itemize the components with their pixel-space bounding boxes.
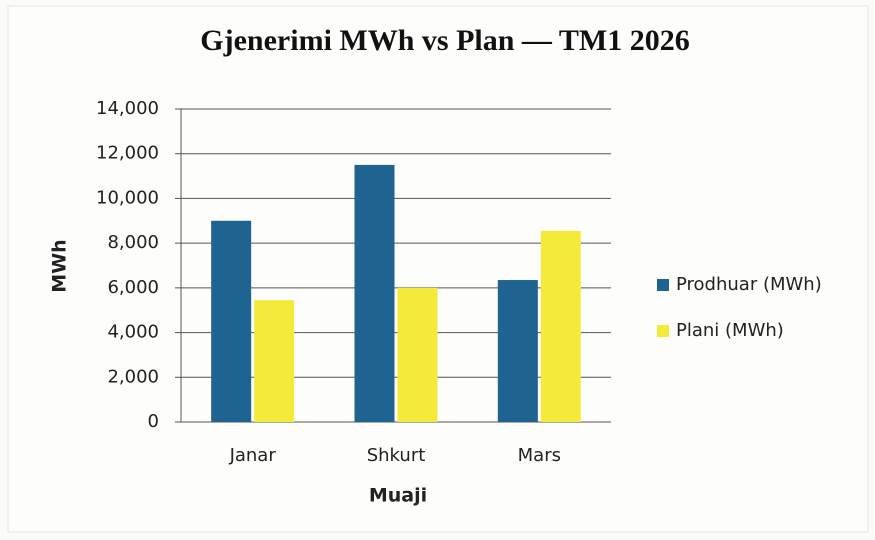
bar	[354, 164, 395, 422]
legend-label: Prodhuar (MWh)	[676, 274, 822, 295]
x-tick-label: Janar	[229, 445, 277, 466]
bar	[497, 280, 538, 422]
y-tick-label: 6,000	[107, 277, 159, 298]
y-tick-label: 14,000	[96, 98, 159, 119]
y-axis-title: MWh	[49, 239, 71, 292]
bar	[211, 220, 252, 422]
y-tick-label: 8,000	[107, 232, 159, 253]
y-tick-label: 2,000	[107, 366, 159, 387]
chart-title: Gjenerimi MWh vs Plan — TM1 2026	[200, 24, 689, 57]
y-tick-label: 0	[148, 411, 159, 432]
x-tick-label: Mars	[518, 445, 561, 466]
chart-frame	[7, 5, 869, 533]
bar	[254, 300, 295, 422]
legend-swatch	[657, 279, 669, 291]
x-tick-label: Shkurt	[367, 445, 426, 466]
bar	[540, 230, 581, 422]
legend-label: Plani (MWh)	[676, 320, 784, 341]
y-tick-label: 10,000	[96, 187, 159, 208]
bar	[397, 287, 438, 422]
x-axis-title: Muaji	[369, 485, 427, 507]
legend-swatch	[657, 325, 669, 337]
y-tick-label: 4,000	[107, 322, 159, 343]
y-tick-label: 12,000	[96, 143, 159, 164]
